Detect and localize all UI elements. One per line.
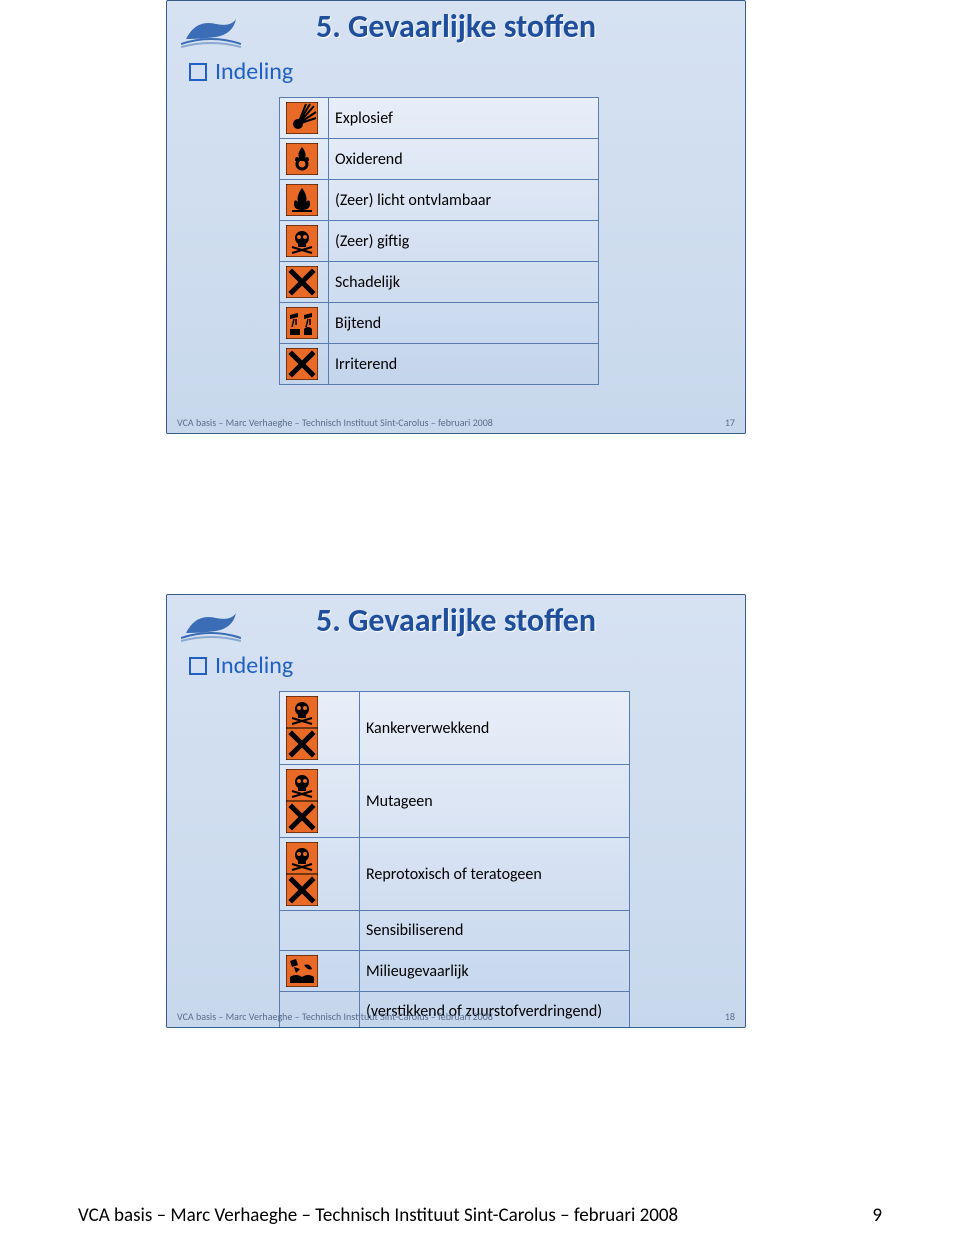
table-row: Sensibiliserend (280, 911, 630, 951)
slide-title: 5. Gevaarlijke stoffen (167, 7, 745, 46)
slide-title: 5. Gevaarlijke stoffen (167, 601, 745, 640)
xcross-icon (286, 348, 318, 380)
section-text: Indeling (215, 57, 293, 86)
hazard-label: Oxiderend (329, 139, 599, 180)
table-row: Reprotoxisch of teratogeen (280, 838, 630, 911)
hazard-icon-cell (280, 951, 360, 992)
xcross-icon (286, 728, 318, 760)
skull-icon (286, 769, 318, 801)
hazard-label: Mutageen (360, 765, 630, 838)
footer-text: VCA basis – Marc Verhaeghe – Technisch I… (177, 1010, 493, 1023)
hazard-icon-cell (280, 344, 329, 385)
hazard-icon-cell (280, 765, 360, 838)
hazard-label: Milieugevaarlijk (360, 951, 630, 992)
page-number: 9 (872, 1204, 882, 1227)
section-header: Indeling (189, 57, 293, 86)
table-row: Oxiderend (280, 139, 599, 180)
table-row: Schadelijk (280, 262, 599, 303)
page-footer-text: VCA basis – Marc Verhaeghe – Technisch I… (78, 1204, 678, 1227)
hazard-label: (Zeer) giftig (329, 221, 599, 262)
skull-icon (286, 225, 318, 257)
hazard-table-2: KankerverwekkendMutageenReprotoxisch of … (279, 691, 630, 1028)
table-row: Mutageen (280, 765, 630, 838)
hazard-icon-cell (280, 98, 329, 139)
skull-icon (286, 842, 318, 874)
oxidizer-icon (286, 143, 318, 175)
xcross-icon (286, 874, 318, 906)
bullet-icon (189, 63, 207, 81)
table-row: Kankerverwekkend (280, 692, 630, 765)
slide-page-num: 17 (725, 416, 735, 429)
bullet-icon (189, 657, 207, 675)
section-header: Indeling (189, 651, 293, 680)
hazard-table-1: ExplosiefOxiderend(Zeer) licht ontvlamba… (279, 97, 599, 385)
hazard-icon-cell (280, 262, 329, 303)
table-row: Milieugevaarlijk (280, 951, 630, 992)
hazard-label: Sensibiliserend (360, 911, 630, 951)
slide-page-num: 18 (725, 1010, 735, 1023)
hazard-label: Irriterend (329, 344, 599, 385)
hazard-label: Bijtend (329, 303, 599, 344)
footer-text: VCA basis – Marc Verhaeghe – Technisch I… (177, 416, 493, 429)
table-row: Bijtend (280, 303, 599, 344)
section-text: Indeling (215, 651, 293, 680)
table-row: Explosief (280, 98, 599, 139)
hazard-icon-cell (280, 180, 329, 221)
hazard-icon-cell (280, 221, 329, 262)
environment-icon (286, 955, 318, 987)
skull-icon (286, 696, 318, 728)
table-row: (Zeer) licht ontvlambaar (280, 180, 599, 221)
slide-footer: VCA basis – Marc Verhaeghe – Technisch I… (177, 1010, 735, 1023)
slide-1: 5. Gevaarlijke stoffen Indeling Explosie… (166, 0, 746, 434)
table-row: Irriterend (280, 344, 599, 385)
table-row: (Zeer) giftig (280, 221, 599, 262)
explosive-icon (286, 102, 318, 134)
hazard-label: Explosief (329, 98, 599, 139)
slide-footer: VCA basis – Marc Verhaeghe – Technisch I… (177, 416, 735, 429)
hazard-icon-cell (280, 139, 329, 180)
slide-2: 5. Gevaarlijke stoffen Indeling Kankerve… (166, 594, 746, 1028)
xcross-icon (286, 266, 318, 298)
hazard-label: Reprotoxisch of teratogeen (360, 838, 630, 911)
corrosive-icon (286, 307, 318, 339)
flame-icon (286, 184, 318, 216)
xcross-icon (286, 801, 318, 833)
hazard-icon-cell (280, 303, 329, 344)
hazard-icon-cell (280, 911, 360, 951)
hazard-label: Kankerverwekkend (360, 692, 630, 765)
hazard-icon-cell (280, 692, 360, 765)
hazard-label: (Zeer) licht ontvlambaar (329, 180, 599, 221)
hazard-icon-cell (280, 838, 360, 911)
page-footer: VCA basis – Marc Verhaeghe – Technisch I… (78, 1204, 882, 1227)
hazard-label: Schadelijk (329, 262, 599, 303)
